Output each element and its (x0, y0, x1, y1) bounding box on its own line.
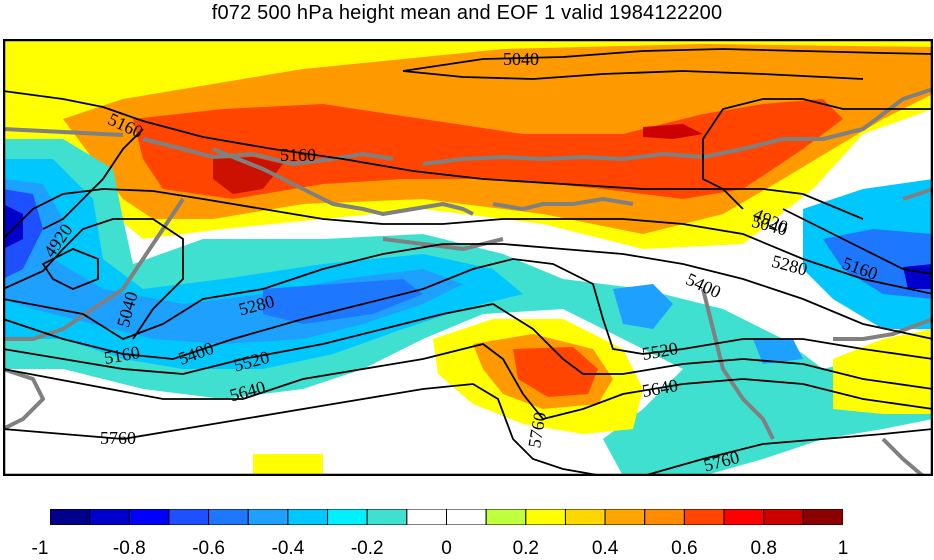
contour-4920-west (41, 248, 99, 290)
contour-label: 5160 (280, 145, 316, 165)
shade-blue-east (823, 229, 933, 299)
colorbar-swatch (327, 508, 368, 526)
colorbar-swatch (406, 508, 448, 526)
colorbar-swatches (49, 508, 844, 526)
contour-5640 (3, 343, 933, 421)
shade-navy-east (903, 264, 933, 289)
colorbar-tick-label: 0.2 (512, 538, 540, 559)
contour-4920-east (702, 98, 933, 140)
contour-5760 (3, 383, 604, 476)
shade-red-north (213, 157, 283, 194)
colorbar-swatch (247, 508, 289, 526)
colorbar-swatch (644, 508, 685, 526)
colorbar-swatch (168, 508, 210, 526)
contour-label: 5760 (100, 428, 136, 448)
colorbar-tick-label: -0.6 (192, 538, 225, 559)
contour-5040-east (3, 188, 933, 295)
eof-map: 5040 5160 5160 4920 5040 4920 5040 5040 … (3, 39, 933, 476)
colorbar-swatch (485, 508, 527, 526)
colorbar-swatch (763, 508, 804, 526)
shade-redorange-north (133, 99, 843, 199)
colorbar-tick-label: -0.4 (271, 538, 305, 559)
colorbar (49, 508, 844, 530)
contour-label: 5040 (503, 49, 539, 69)
colorbar-swatch (604, 508, 646, 526)
height-contours (3, 48, 933, 476)
colorbar-tick-label: 1 (837, 538, 849, 559)
colorbar-swatch (89, 508, 130, 526)
colorbar-swatch (683, 508, 725, 526)
contour-5400 (3, 258, 933, 360)
shade-blue-lower-east (753, 339, 803, 364)
shade-darkred-north (643, 124, 703, 139)
colorbar-swatch (208, 508, 249, 526)
shade-blue-mid (263, 279, 423, 324)
contour-5040-north (402, 48, 933, 72)
colorbar-swatch (128, 508, 170, 526)
colorbar-tick-label: 0.4 (591, 538, 619, 559)
colorbar-tick-label: -1 (31, 538, 49, 559)
colorbar-swatch (802, 508, 844, 526)
contour-5160-north (3, 90, 864, 220)
contour-5280 (3, 243, 933, 340)
colorbar-swatch (564, 508, 606, 526)
colorbar-swatch (446, 508, 487, 526)
shade-navy-west (3, 204, 23, 249)
colorbar-tick-label: 0.8 (750, 538, 777, 559)
colorbar-swatch (525, 508, 566, 526)
colorbar-tick-label: 0 (441, 538, 452, 559)
colorbar-tick-label: 0.6 (671, 538, 698, 559)
colorbar-swatch (723, 508, 765, 526)
shade-yellow-southwest (253, 454, 323, 476)
shade-redorange-south (513, 347, 598, 397)
map-title: f072 500 hPa height mean and EOF 1 valid… (211, 2, 723, 24)
shade-yellow-southeast (833, 329, 933, 414)
colorbar-tick-label: -0.8 (112, 538, 146, 559)
colorbar-tick-label: -0.2 (350, 538, 384, 559)
colorbar-swatch (49, 508, 91, 526)
contour-5520 (3, 303, 933, 390)
colorbar-swatch (287, 508, 329, 526)
map-panel: 5040 5160 5160 4920 5040 4920 5040 5040 … (3, 39, 933, 476)
colorbar-swatch (366, 508, 408, 526)
map-frame (3, 39, 933, 476)
shade-blue-center-east (613, 284, 673, 329)
